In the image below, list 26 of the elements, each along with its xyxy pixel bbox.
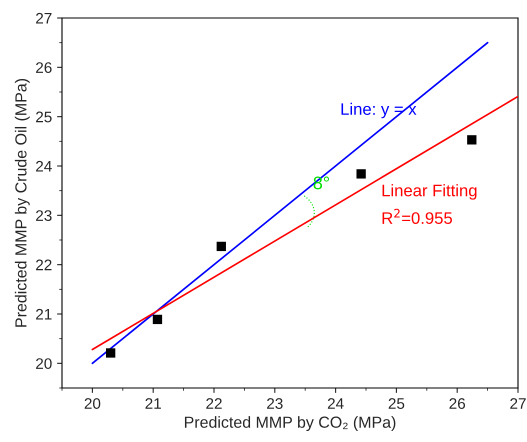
x-tick-label: 26: [449, 398, 466, 409]
y-tick-label: 23: [36, 210, 52, 222]
x-tick-label: 24: [328, 398, 344, 409]
annotation: 8°: [314, 176, 329, 190]
y-tick-label: 22: [36, 260, 52, 270]
point: [106, 348, 116, 358]
point: [467, 135, 476, 145]
x-tick-label: 21: [145, 398, 161, 409]
y-tick-label: 25: [36, 112, 52, 122]
x-tick-label: 22: [206, 398, 222, 409]
x-tick-label: 20: [84, 398, 100, 409]
y-tick-label: 21: [36, 308, 52, 320]
point: [152, 314, 162, 324]
annotation: R$^{2}$=0.955: [382, 208, 452, 224]
point: [216, 242, 226, 252]
x-tick-label: 27: [510, 398, 526, 409]
y-tick-label: 27: [36, 12, 52, 24]
annotation: Linear Fitting: [382, 184, 476, 200]
point: [356, 169, 366, 179]
y-tick-label: 24: [36, 160, 52, 172]
x-tick-label: 23: [267, 398, 283, 409]
y-tick-label: 20: [36, 358, 52, 370]
x-tick-label: 25: [388, 398, 404, 409]
y-tick-label: 26: [36, 62, 52, 74]
y-axis-title: Predicted MMP by Crude Oil (MPa): [14, 78, 30, 327]
x-axis-title: Predicted MMP by CO₂ (MPa): [184, 416, 396, 432]
